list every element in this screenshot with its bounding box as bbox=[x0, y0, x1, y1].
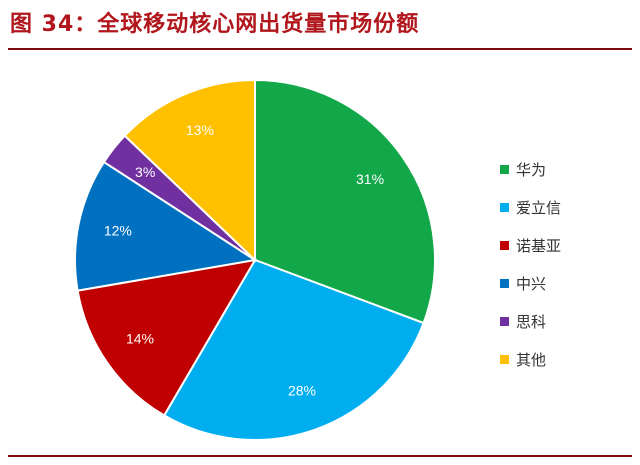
slice-label-0: 31% bbox=[356, 171, 384, 187]
legend-label: 华为 bbox=[516, 160, 547, 179]
slice-label-1: 28% bbox=[288, 383, 316, 399]
legend-item-1: 爱立信 bbox=[500, 188, 561, 226]
figure-title: 图 34：全球移动核心网出货量市场份额 bbox=[10, 12, 420, 37]
legend-item-0: 华为 bbox=[500, 150, 561, 188]
legend-item-5: 其他 bbox=[500, 340, 561, 378]
pie-slice-3 bbox=[74, 160, 258, 292]
slice-label-2: 14% bbox=[126, 331, 154, 347]
pie-slice-2 bbox=[76, 258, 257, 417]
legend-label: 爱立信 bbox=[516, 198, 562, 217]
legend-swatch bbox=[500, 278, 509, 288]
legend-swatch bbox=[500, 354, 509, 364]
legend-label: 诺基亚 bbox=[516, 236, 562, 255]
legend-swatch bbox=[500, 202, 509, 212]
legend-item-3: 中兴 bbox=[500, 264, 561, 302]
legend-item-2: 诺基亚 bbox=[500, 226, 561, 264]
legend-swatch bbox=[500, 164, 509, 174]
title-rule bbox=[8, 48, 632, 50]
slice-label-5: 13% bbox=[186, 122, 214, 138]
legend-swatch bbox=[500, 240, 509, 250]
legend-item-4: 思科 bbox=[500, 302, 561, 340]
pie-slice-5 bbox=[123, 78, 256, 263]
legend-swatch bbox=[500, 316, 509, 326]
legend-label: 其他 bbox=[516, 350, 547, 369]
legend: 华为爱立信诺基亚中兴思科其他 bbox=[500, 150, 561, 378]
pie-slice-0 bbox=[254, 78, 436, 325]
legend-label: 中兴 bbox=[516, 274, 547, 293]
bottom-rule bbox=[8, 455, 632, 457]
legend-label: 思科 bbox=[516, 312, 547, 331]
slice-label-3: 12% bbox=[104, 223, 132, 239]
slice-label-4: 3% bbox=[135, 164, 155, 180]
